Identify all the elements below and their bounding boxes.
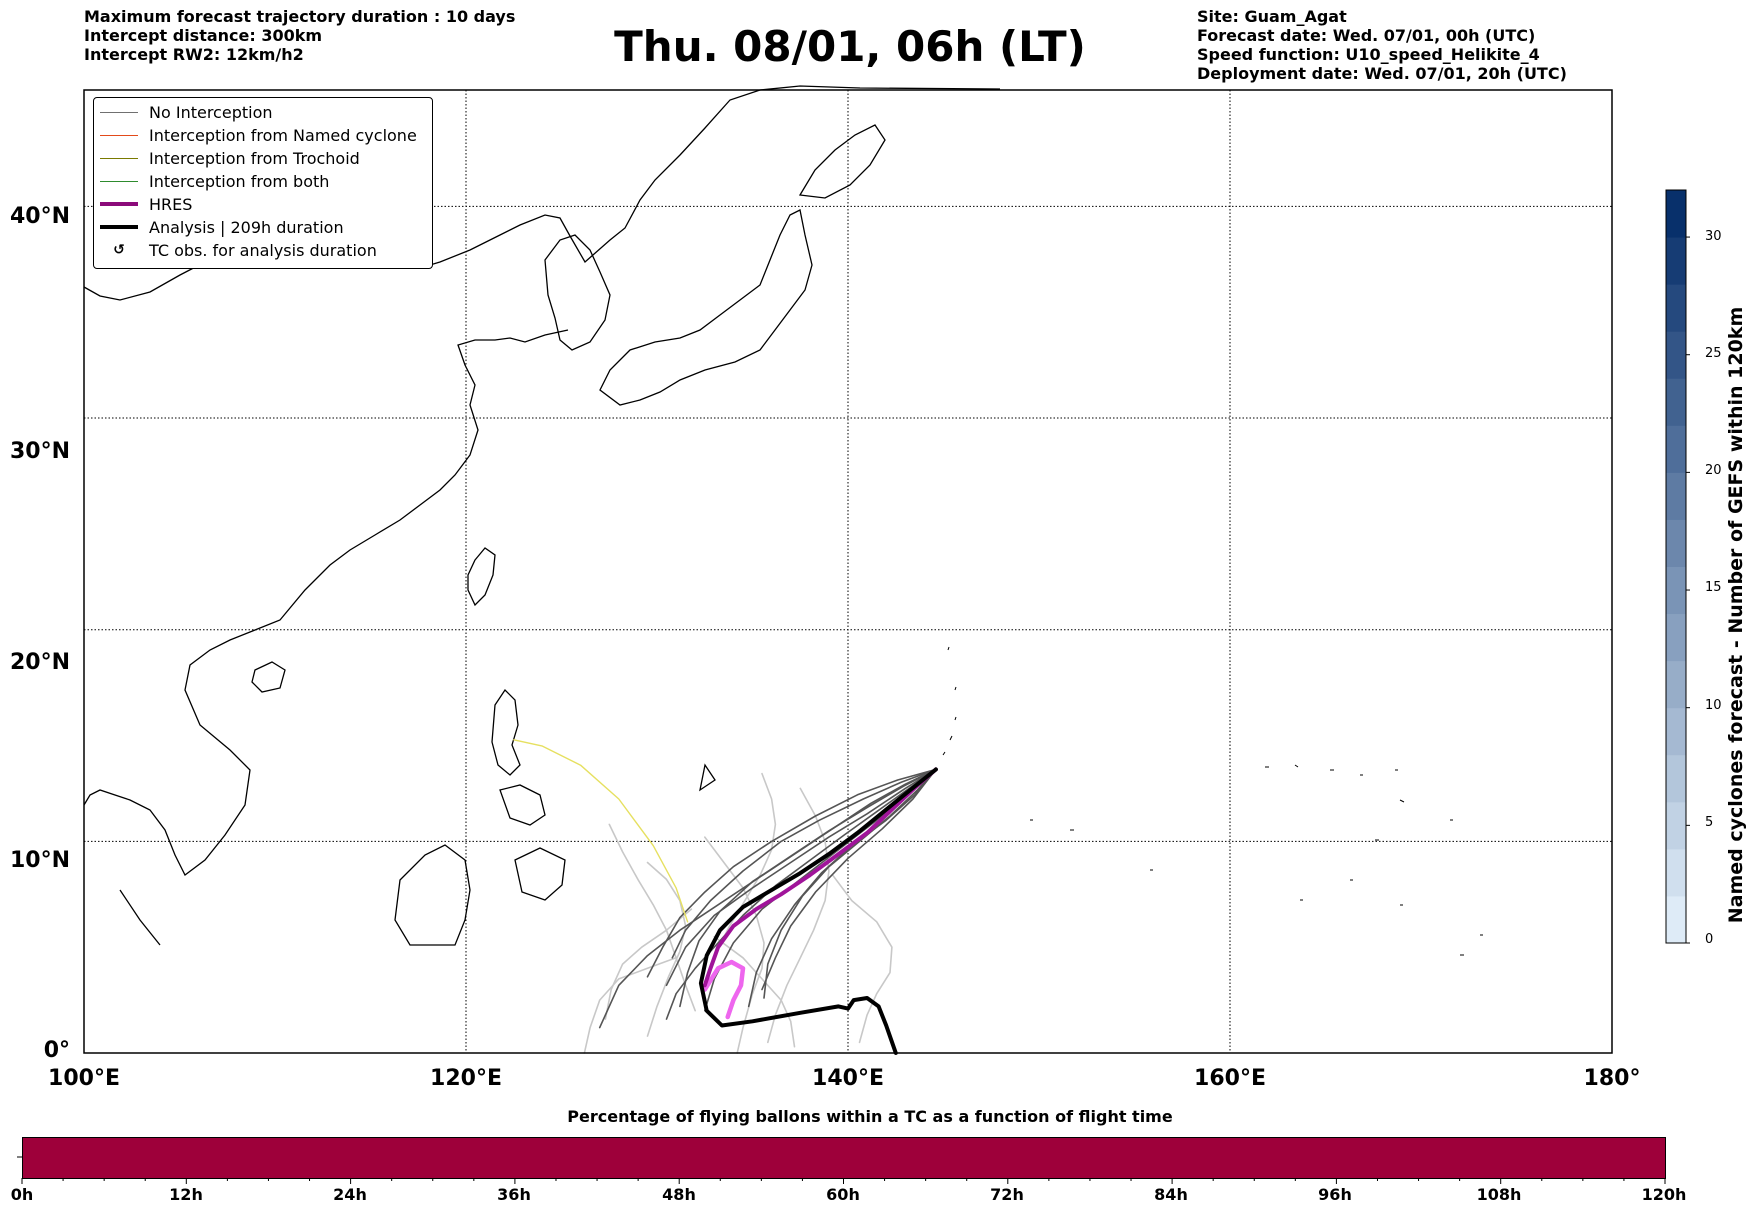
run-info-line: Intercept distance: 300km [84,26,323,45]
map-title: Thu. 08/01, 06h (LT) [614,22,1086,71]
lon-tick-label: 160°E [1194,1066,1266,1091]
run-info-line: Intercept RW2: 12km/h2 [84,45,304,64]
percentage-tick-label: 72h [990,1185,1024,1204]
hres-trajectory [702,767,938,988]
gefs-trajectory-light [831,874,893,1044]
percentage-tick-label: 108h [1476,1185,1522,1204]
japan-outline [599,124,886,406]
map-legend: No Interception Interception from Named … [93,97,433,269]
gefs-trajectory-light [608,823,696,1012]
colorbar-tick-label: 25 [1705,346,1722,361]
lat-tick-label: 20°N [9,650,70,675]
hres-trajectory-tail [702,959,746,1020]
legend-label: HRES [149,194,193,214]
run-info-line: Speed function: U10_speed_Helikite_4 [1197,45,1540,64]
gefs-trajectory-light [583,957,677,1054]
percentage-tick-label: 12h [169,1185,203,1204]
lat-tick-label: 30°N [9,439,70,464]
percentage-bar [22,1137,1666,1179]
percentage-tick-label: 120h [1641,1185,1687,1204]
taiwan-outline [467,547,496,607]
percentage-tick-label: 96h [1318,1185,1352,1204]
legend-swatch [100,157,138,159]
colorbar-tick-label: 5 [1705,815,1714,830]
philippines-visayas-outline [499,784,546,826]
lon-tick-label: 100°E [48,1066,120,1091]
borneo-outline [394,844,471,946]
lon-tick-label: 180° [1583,1066,1641,1091]
run-info-line: Forecast date: Wed. 07/01, 00h (UTC) [1197,26,1536,45]
legend-swatch [100,180,138,182]
legend-label: Interception from Trochoid [149,148,360,168]
gefs-trajectory-no-interception [665,768,937,987]
run-info-line: Maximum forecast trajectory duration : 1… [84,7,516,26]
gefs-trajectory-light [767,787,830,1044]
mariana-islands [942,646,957,756]
lat-tick-label: 0° [43,1038,70,1063]
philippines-luzon-outline [491,688,521,776]
legend-item-hres: HRES [94,193,192,215]
mindanao-outline [514,847,566,901]
trochoid-trajectory [513,739,689,923]
sulawesi-outline [699,763,716,792]
colorbar-title: Named cyclones forecast - Number of GEFS… [1725,306,1747,924]
legend-swatch [100,134,138,136]
legend-swatch [100,225,138,229]
gefs-trajectory-no-interception [763,768,937,999]
legend-label: Interception from both [149,171,330,191]
colorbar-tick-label: 10 [1705,698,1722,713]
legend-item-both: Interception from both [94,170,329,192]
run-info-left: Maximum forecast trajectory duration : 1… [84,7,515,64]
percentage-tick-label: 48h [662,1185,696,1204]
hainan-outline [251,661,286,693]
gefs-trajectory-no-interception [679,768,937,1008]
legend-item-trochoid: Interception from Trochoid [94,147,360,169]
legend-label: TC obs. for analysis duration [149,240,377,260]
analysis-trajectory [698,767,938,1055]
malaysia-outline [119,889,161,946]
percentage-tick-label: 60h [826,1185,860,1204]
percentage-tick-label: 24h [333,1185,367,1204]
micronesia-islands [1030,764,1483,956]
gefs-trajectory-no-interception [646,768,937,978]
legend-label: Interception from Named cyclone [149,125,417,145]
colorbar-tick-label: 0 [1705,932,1714,947]
gefs-trajectory-no-interception [761,768,937,991]
legend-item-no-interception: No Interception [94,101,273,123]
trajectory-lines [513,739,938,1055]
colorbar-tick-label: 20 [1705,463,1722,478]
colorbar-tick-label: 30 [1705,229,1722,244]
run-info-line: Site: Guam_Agat [1197,7,1347,26]
tc-obs-marker-icon: ↺ [113,242,125,258]
colorbar-tick-label: 15 [1705,580,1722,595]
legend-item-analysis: Analysis | 209h duration [94,216,344,238]
lat-tick-label: 40°N [9,204,70,229]
percentage-bar-title: Percentage of flying ballons within a TC… [567,1107,1173,1126]
colorbar-title-box: Named cyclones forecast - Number of GEFS… [1718,290,1748,940]
legend-swatch [100,202,138,206]
legend-item-named-cyclone: Interception from Named cyclone [94,124,417,146]
legend-swatch [100,111,138,113]
gefs-trajectory-light [646,861,687,1037]
gefs-trajectory-no-interception [747,768,937,1008]
legend-label: Analysis | 209h duration [149,217,344,237]
legend-label: No Interception [149,102,273,122]
percentage-tick-label: 36h [497,1185,531,1204]
korea-outline [544,234,611,351]
lon-tick-label: 120°E [430,1066,502,1091]
gefs-trajectory-light [604,908,693,1020]
run-info-line: Deployment date: Wed. 07/01, 20h (UTC) [1197,64,1567,83]
gefs-trajectory-light [704,836,765,1054]
run-info-right: Site: Guam_Agat Forecast date: Wed. 07/0… [1197,7,1567,83]
map-frame [83,89,1613,1054]
percentage-tick-label: 0h [10,1185,34,1204]
gefs-trajectory-light [713,935,796,1048]
percentage-tick-label: 84h [1154,1185,1188,1204]
lon-tick-label: 140°E [812,1066,884,1091]
lat-tick-label: 10°N [9,848,70,873]
legend-item-tc-obs: ↺ TC obs. for analysis duration [94,239,377,261]
